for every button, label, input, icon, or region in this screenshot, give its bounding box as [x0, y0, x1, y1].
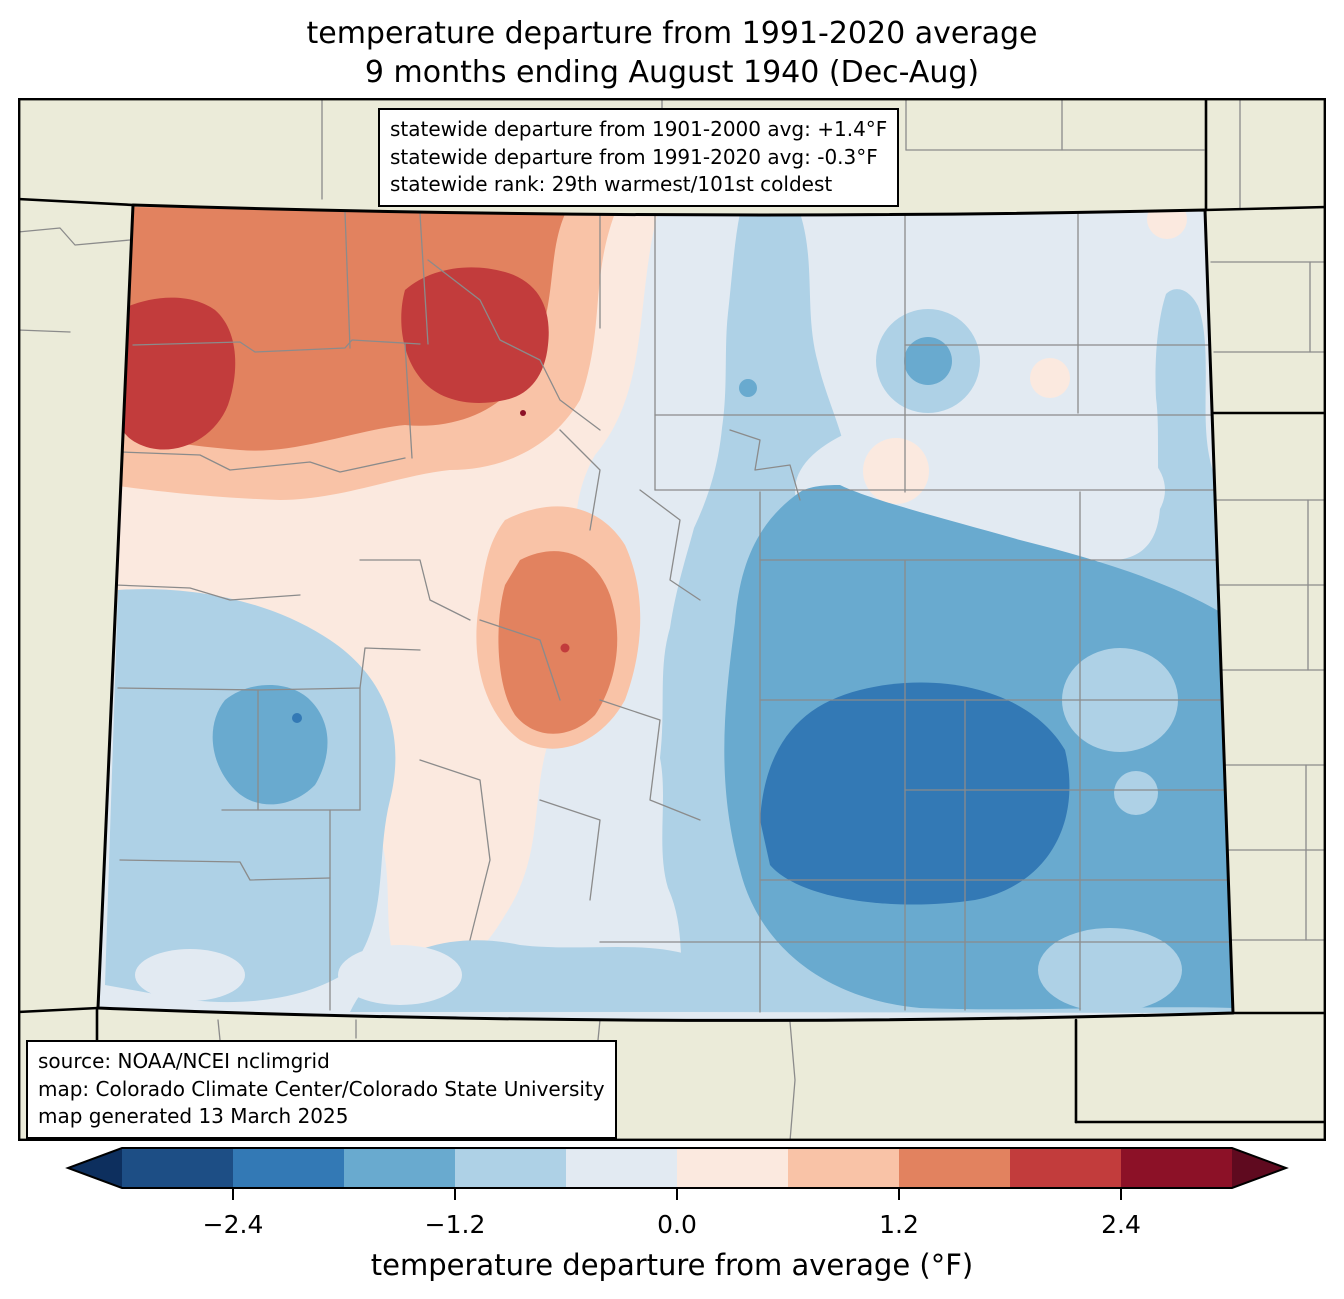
colorbar-svg: [65, 1147, 1289, 1200]
page-title: temperature departure from 1991-2020 ave…: [0, 14, 1344, 92]
source-line2: map: Colorado Climate Center/Colorado St…: [38, 1076, 605, 1101]
colorado-map-svg: [18, 98, 1326, 1141]
colorbar-tick-neg2p4: −2.4: [202, 1210, 264, 1239]
colorbar: [50, 1142, 1294, 1212]
colorbar-tick-zero: 0.0: [657, 1210, 697, 1239]
source-attribution-box: source: NOAA/NCEI nclimgrid map: Colorad…: [26, 1040, 617, 1139]
colorbar-outline: [65, 1147, 1289, 1189]
colorbar-tick-marks: [232, 1188, 1122, 1200]
colorbar-tick-neg1p2: −1.2: [424, 1210, 486, 1239]
stats-line3: statewide rank: 29th warmest/101st colde…: [390, 172, 833, 196]
source-line3: map generated 13 March 2025: [38, 1104, 349, 1128]
axes-frame: [18, 98, 1326, 1141]
colorbar-segments: [122, 1148, 1232, 1188]
colorado-state-outline: [96, 203, 1235, 1022]
colorado-county-borders: [114, 210, 1233, 1013]
colorbar-tick-pos2p4: 2.4: [1101, 1210, 1141, 1239]
colorbar-under-arrow: [68, 1148, 122, 1188]
stats-line1: statewide departure from 1901-2000 avg: …: [390, 117, 888, 141]
source-line1: source: NOAA/NCEI nclimgrid: [38, 1049, 330, 1073]
colorbar-over-arrow: [1232, 1148, 1286, 1188]
statewide-stats-box: statewide departure from 1901-2000 avg: …: [378, 108, 900, 207]
colorbar-tick-pos1p2: 1.2: [879, 1210, 919, 1239]
contour-layers: [98, 205, 1233, 1021]
stats-line2: statewide departure from 1991-2020 avg: …: [390, 144, 878, 169]
map-frame: statewide departure from 1901-2000 avg: …: [18, 98, 1326, 1141]
contour-warm5-dot: [520, 410, 526, 416]
colorbar-axis-label: temperature departure from average (°F): [370, 1248, 974, 1282]
title-line2: 9 months ending August 1940 (Dec-Aug): [364, 55, 980, 90]
contour-warm4: [115, 267, 570, 653]
title-line1: temperature departure from 1991-2020 ave…: [306, 16, 1038, 51]
contour-cool3: [292, 682, 1070, 905]
